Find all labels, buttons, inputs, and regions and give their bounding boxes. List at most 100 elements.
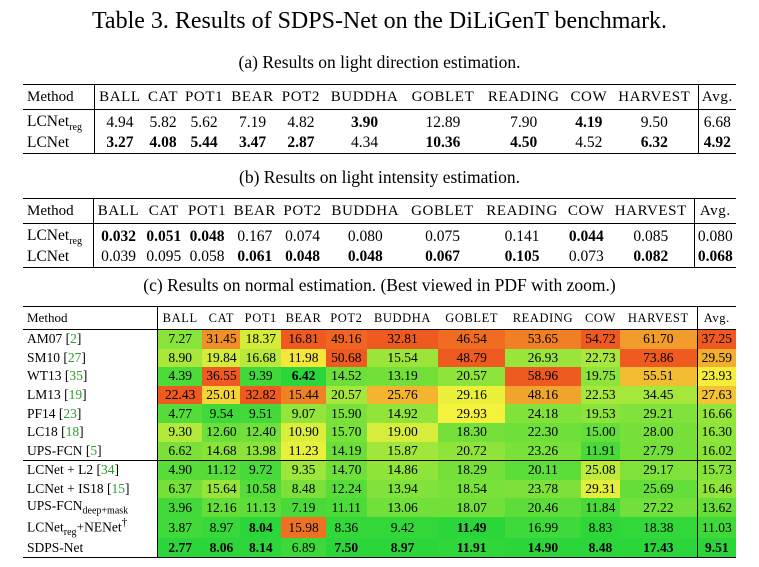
object-header-ball: BALL (93, 198, 144, 224)
citation: [18] (57, 424, 84, 440)
value-cell: 8.14 (240, 538, 282, 558)
value-cell: 4.50 (510, 134, 538, 152)
value-cell: 0.082 (633, 248, 669, 266)
value-cell: 11.13 (240, 498, 282, 518)
citation: [19] (60, 387, 87, 403)
value-cell: 11.91 (438, 538, 505, 558)
method-name: AM07 [2] (23, 329, 159, 349)
value-cell: 25.08 (580, 460, 620, 480)
avg-cell: 29.59 (696, 348, 736, 368)
value-cell: 16.81 (281, 329, 327, 349)
value-cell: 0.032 (101, 228, 136, 246)
method-label: SM10 (27, 349, 61, 365)
value-cell: 18.29 (438, 460, 505, 480)
avg-cell: 27.63 (696, 385, 736, 405)
value-cell: 3.96 (157, 498, 203, 518)
value-cell: 9.51 (240, 404, 282, 423)
object-header-pot2: POT2 (326, 306, 367, 330)
value-cell: 36.55 (202, 367, 241, 386)
value-cell: 54.72 (580, 329, 620, 349)
table-row: SM10 [27] 8.90 19.84 16.68 11.98 50.68 15.54 48… (23, 348, 736, 368)
method-name: UPS-FCNdeep+mask (23, 498, 159, 518)
avg-cell: 16.66 (696, 404, 736, 423)
method-header: Method (23, 198, 94, 224)
value-cell: 14.70 (326, 460, 367, 480)
method-name: LCNetreg+NENet† (23, 517, 159, 539)
value-cell: 12.40 (240, 422, 282, 442)
value-cell: 22.43 (157, 385, 203, 405)
value-cell: 7.50 (326, 538, 367, 558)
object-header-buddha: BUDDHA (323, 84, 406, 110)
value-cell: 28.00 (619, 422, 698, 442)
value-cell: 18.07 (438, 498, 505, 518)
value-cell: 3.27 (106, 134, 134, 152)
object-header-goblet: GOBLET (405, 84, 481, 110)
value-cell: 14.19 (326, 441, 367, 461)
value-cell: 7.19 (238, 114, 267, 132)
value-cell: 15.90 (326, 404, 367, 423)
citation-number: 15 (111, 481, 126, 497)
citation: [2] (62, 331, 82, 347)
value-cell: 27.79 (619, 441, 698, 461)
value-cell: 10.90 (281, 422, 327, 442)
method-label: LCNet (27, 248, 70, 266)
avg-cell: 0.080 (693, 223, 736, 248)
object-header-buddha: BUDDHA (366, 306, 439, 330)
citation-number: 2 (70, 331, 77, 347)
avg-cell: 13.62 (696, 498, 736, 518)
avg-header: Avg. (697, 84, 736, 110)
value-cell: 11.49 (438, 517, 505, 539)
value-cell: 0.085 (633, 228, 669, 246)
value-cell: 8.48 (580, 538, 620, 558)
subtitle-normal-estimation: (c) Results on normal estimation. (Best … (143, 275, 616, 295)
method-subscript: reg (69, 236, 82, 248)
table-row: LCNetreg 0.032 0.051 0.048 0.167 0.074 0.080 0.… (23, 223, 736, 248)
object-header-ball: BALL (157, 306, 203, 330)
value-cell: 18.30 (438, 422, 505, 442)
method-name: LCNet + L2 [34] (23, 460, 159, 480)
method-subscript: reg (69, 122, 82, 134)
method-name: LCNet (23, 133, 95, 154)
avg-cell: 11.03 (696, 517, 736, 539)
avg-cell: 37.25 (696, 329, 736, 349)
table-row: AM07 [2] 7.27 31.45 18.37 16.81 49.16 32.81 46.… (23, 329, 736, 349)
value-cell: 0.044 (568, 228, 604, 246)
value-cell: 14.68 (202, 441, 241, 461)
table-row: PF14 [23] 4.77 9.54 9.51 9.07 15.90 14.92 29.93… (23, 404, 736, 423)
value-cell: 11.12 (202, 460, 241, 480)
avg-cell: 6.68 (697, 109, 736, 134)
citation-number: 5 (90, 442, 98, 458)
method-name: LCNetreg (23, 109, 95, 134)
method-subscript: reg (63, 527, 77, 539)
subtitle-light-direction: (a) Results on light direction estimatio… (238, 52, 521, 72)
method-name: LCNet + IS18 [15] (23, 479, 159, 499)
object-header-cow: COW (580, 306, 620, 330)
value-cell: 9.30 (157, 422, 203, 442)
value-cell: 8.97 (366, 538, 439, 558)
value-cell: 0.080 (347, 228, 383, 246)
method-name: LM13 [19] (23, 385, 159, 405)
value-cell: 4.34 (351, 134, 379, 152)
value-cell: 3.47 (238, 134, 267, 152)
citation-number: 35 (69, 368, 83, 384)
value-cell: 7.19 (281, 498, 327, 518)
value-cell: 5.82 (149, 114, 177, 132)
object-header-cow: COW (564, 198, 609, 224)
value-cell: 29.16 (438, 385, 505, 405)
value-cell: 7.27 (157, 329, 203, 349)
object-header-bear: BEAR (229, 198, 280, 224)
value-cell: 6.62 (157, 441, 203, 461)
value-cell: 15.44 (281, 385, 327, 405)
value-cell: 9.50 (640, 114, 668, 132)
method-label: WT13 (27, 368, 62, 384)
value-cell: 8.48 (281, 479, 327, 499)
object-header-pot1: POT1 (181, 84, 228, 110)
method-header: Method (23, 84, 95, 110)
value-cell: 0.075 (425, 228, 460, 246)
value-cell: 9.35 (281, 460, 327, 480)
avg-cell: 16.46 (696, 479, 736, 499)
value-cell: 19.84 (202, 348, 241, 368)
value-cell: 25.76 (366, 385, 439, 405)
object-header-cat: CAT (143, 198, 185, 224)
value-cell: 0.167 (237, 228, 273, 246)
